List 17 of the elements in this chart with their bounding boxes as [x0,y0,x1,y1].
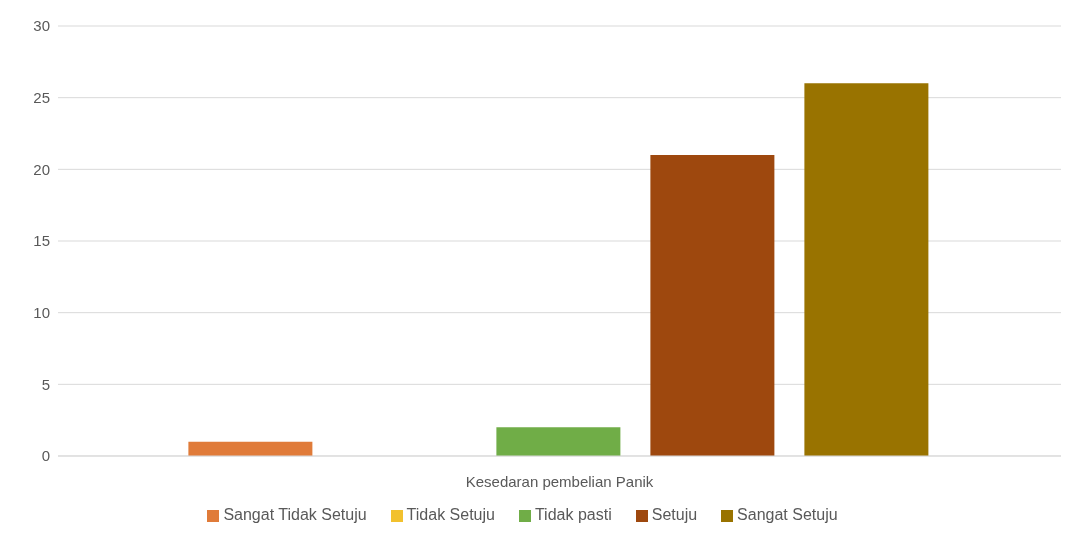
y-tick-label: 0 [41,447,50,465]
bar [650,155,775,456]
legend-label: Tidak pasti [534,506,612,523]
y-tick-label: 30 [33,17,50,35]
x-tick-label: Kesedaran pembelian Panik [465,472,654,490]
y-tick-label: 10 [33,303,50,321]
bar [496,427,621,456]
legend-label: Tidak Setuju [406,506,495,523]
legend-label: Sangat Setuju [737,506,838,523]
legend-label: Sangat Tidak Setuju [223,506,367,523]
bar [804,83,929,456]
bar [188,441,313,456]
legend-label: Setuju [651,506,698,523]
y-tick-label: 25 [33,88,50,106]
y-tick-label: 5 [41,375,50,393]
y-tick-label: 15 [33,232,50,250]
y-tick-label: 20 [33,160,50,178]
